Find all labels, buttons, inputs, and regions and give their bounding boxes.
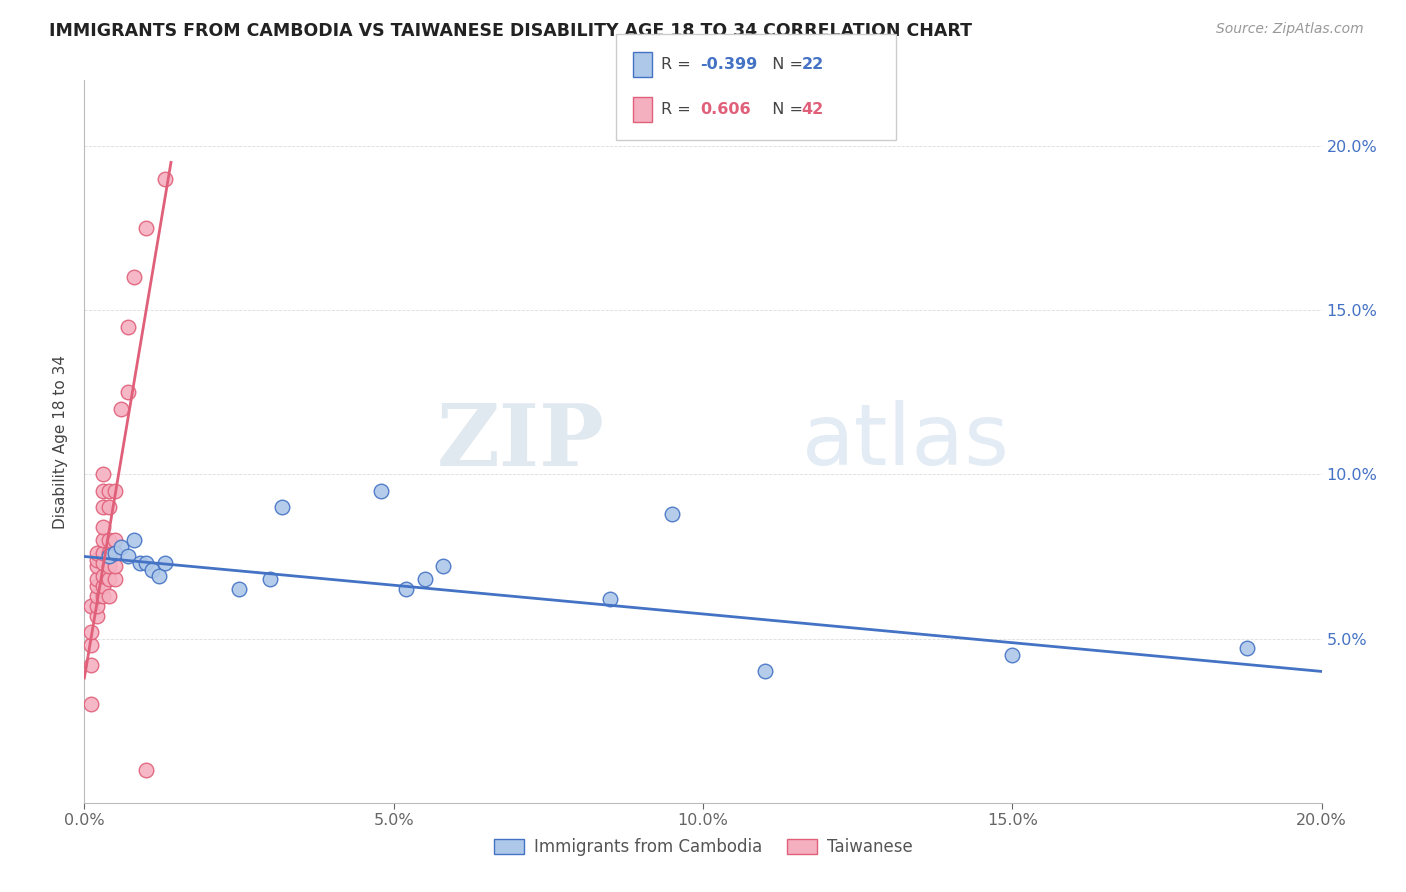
Text: 42: 42: [801, 102, 824, 117]
Point: [86, 546, 108, 560]
Point: [91, 546, 114, 560]
Point: [91, 556, 114, 570]
Point: [141, 563, 163, 577]
Point: [79, 657, 101, 672]
Point: [86, 553, 108, 567]
Point: [1236, 641, 1258, 656]
Text: 22: 22: [801, 57, 824, 72]
Point: [104, 559, 127, 574]
Point: [135, 221, 157, 235]
Text: IMMIGRANTS FROM CAMBODIA VS TAIWANESE DISABILITY AGE 18 TO 34 CORRELATION CHART: IMMIGRANTS FROM CAMBODIA VS TAIWANESE DI…: [49, 22, 972, 40]
Point: [79, 638, 101, 652]
Text: 0.606: 0.606: [700, 102, 751, 117]
Point: [98, 549, 121, 564]
Point: [91, 500, 114, 515]
Point: [117, 549, 139, 564]
Text: N =: N =: [762, 57, 808, 72]
Point: [91, 483, 114, 498]
Point: [91, 467, 114, 482]
Point: [661, 507, 683, 521]
Legend: Immigrants from Cambodia, Taiwanese: Immigrants from Cambodia, Taiwanese: [486, 831, 920, 863]
Point: [271, 500, 294, 515]
Point: [91, 589, 114, 603]
Y-axis label: Disability Age 18 to 34: Disability Age 18 to 34: [53, 354, 69, 529]
Point: [98, 546, 121, 560]
Point: [370, 483, 392, 498]
Point: [86, 608, 108, 623]
Point: [135, 763, 157, 777]
Point: [432, 559, 454, 574]
Point: [122, 270, 145, 285]
Point: [104, 546, 127, 560]
Point: [153, 171, 176, 186]
Point: [117, 385, 139, 400]
Text: -0.399: -0.399: [700, 57, 758, 72]
Point: [1001, 648, 1024, 662]
Text: N =: N =: [762, 102, 808, 117]
Text: atlas: atlas: [801, 400, 1010, 483]
Text: ZIP: ZIP: [436, 400, 605, 483]
Point: [91, 569, 114, 583]
Point: [129, 556, 152, 570]
Point: [153, 556, 176, 570]
Point: [110, 540, 132, 554]
Point: [98, 573, 121, 587]
Point: [98, 589, 121, 603]
Text: R =: R =: [661, 57, 696, 72]
Point: [754, 665, 776, 679]
Point: [259, 573, 281, 587]
Point: [79, 599, 101, 613]
Point: [117, 319, 139, 334]
Point: [79, 625, 101, 640]
Point: [91, 533, 114, 547]
Point: [104, 546, 127, 560]
Point: [599, 592, 621, 607]
Point: [86, 573, 108, 587]
Point: [86, 599, 108, 613]
Point: [104, 533, 127, 547]
Point: [135, 556, 157, 570]
Point: [122, 533, 145, 547]
Point: [91, 520, 114, 534]
Point: [148, 569, 170, 583]
Point: [86, 579, 108, 593]
Point: [86, 559, 108, 574]
Point: [98, 559, 121, 574]
Point: [395, 582, 418, 597]
Point: [86, 589, 108, 603]
Point: [98, 533, 121, 547]
Point: [104, 573, 127, 587]
Point: [98, 483, 121, 498]
Point: [104, 483, 127, 498]
Text: Source: ZipAtlas.com: Source: ZipAtlas.com: [1216, 22, 1364, 37]
Text: R =: R =: [661, 102, 696, 117]
Point: [79, 698, 101, 712]
Point: [110, 401, 132, 416]
Point: [228, 582, 250, 597]
Point: [413, 573, 436, 587]
Point: [91, 579, 114, 593]
Point: [98, 500, 121, 515]
